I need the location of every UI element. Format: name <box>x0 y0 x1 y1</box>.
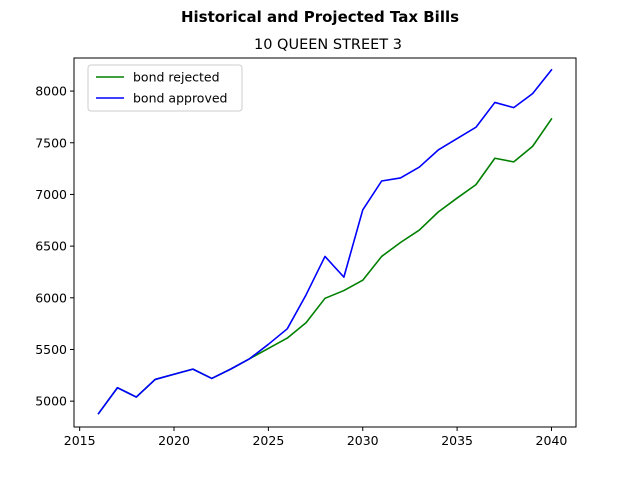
y-tick-label-5000: 5000 <box>35 394 67 409</box>
y-tick-label-6500: 6500 <box>35 239 67 254</box>
series-lines <box>97 68 553 415</box>
chart-suptitle: Historical and Projected Tax Bills <box>181 8 459 26</box>
legend-box <box>87 64 243 112</box>
y-tick-label-5500: 5500 <box>35 342 67 357</box>
y-tick-label-7500: 7500 <box>35 135 67 150</box>
chart-title: 10 QUEEN STREET 3 <box>254 37 402 53</box>
x-tick-label-2040: 2040 <box>536 433 568 448</box>
axes-frame <box>73 57 577 428</box>
legend: bond rejected bond approved <box>87 64 243 112</box>
x-tick-label-2025: 2025 <box>252 433 284 448</box>
legend-label-bond-rejected: bond rejected <box>133 70 220 85</box>
axes: 2015 2020 2025 2030 2035 2040 5000 5500 6000 6500… <box>35 57 577 448</box>
x-tick-label-2030: 2030 <box>347 433 379 448</box>
y-tick-label-8000: 8000 <box>35 84 67 99</box>
y-tick-label-6000: 6000 <box>35 290 67 305</box>
x-tick-label-2015: 2015 <box>64 433 96 448</box>
x-tick-label-2035: 2035 <box>441 433 473 448</box>
y-tick-label-7000: 7000 <box>35 187 67 202</box>
x-tick-label-2020: 2020 <box>158 433 190 448</box>
legend-label-bond-approved: bond approved <box>133 91 227 106</box>
series-line-bond-approved <box>97 68 553 415</box>
